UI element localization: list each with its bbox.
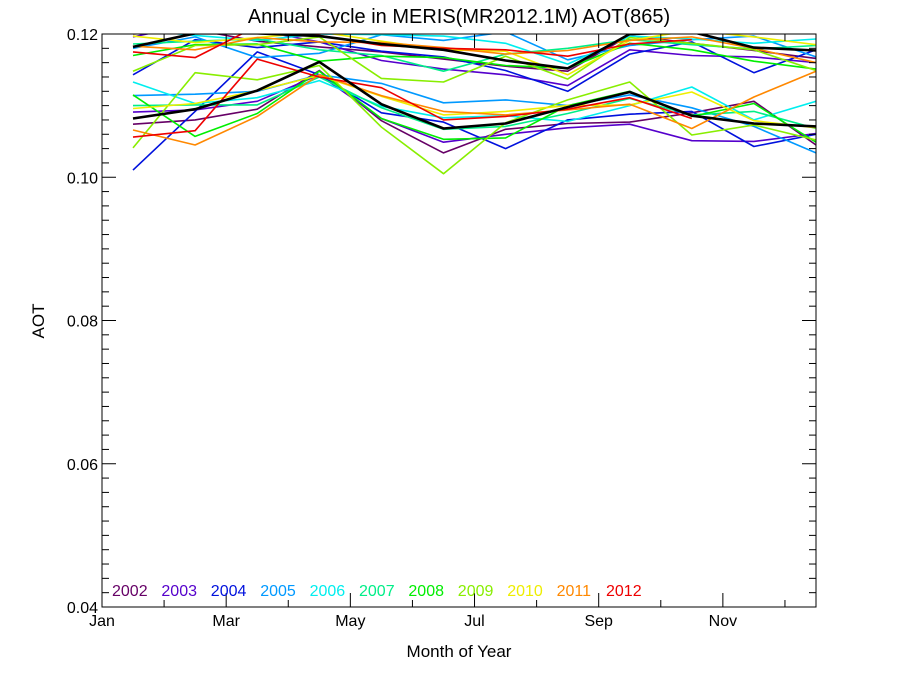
series-2009-line-15 bbox=[132, 64, 816, 175]
legend-entry-2008: 2008 bbox=[408, 583, 444, 600]
series-2012-line-21 bbox=[132, 58, 693, 138]
legend-entry-2010: 2010 bbox=[507, 583, 543, 600]
black-reference-line-23 bbox=[132, 60, 816, 130]
legend-entry-2012: 2012 bbox=[606, 583, 642, 600]
series-lines bbox=[132, 34, 816, 175]
chart-title: Annual Cycle in MERIS(MR2012.1M) AOT(865… bbox=[248, 6, 670, 28]
y-tick-label: 0.06 bbox=[67, 457, 98, 474]
x-tick-label: May bbox=[335, 613, 365, 630]
x-tick-label: Jul bbox=[464, 613, 484, 630]
series-2003-line-2 bbox=[132, 34, 816, 87]
legend-entry-2011: 2011 bbox=[557, 583, 592, 600]
series-2011-line-19 bbox=[132, 70, 816, 146]
legend-entry-2007: 2007 bbox=[359, 583, 395, 600]
x-tick-label: Mar bbox=[212, 613, 240, 630]
y-tick-label: 0.10 bbox=[67, 170, 98, 187]
x-tick-label: Nov bbox=[709, 613, 737, 630]
series-2006-line-9 bbox=[132, 79, 816, 123]
series-2005-line-7 bbox=[132, 74, 816, 154]
x-tick-label: Jan bbox=[89, 613, 115, 630]
legend-entry-2003: 2003 bbox=[161, 583, 197, 600]
legend-entry-2002: 2002 bbox=[112, 583, 148, 600]
x-axis-label: Month of Year bbox=[407, 642, 512, 661]
y-tick-label: 0.04 bbox=[67, 600, 98, 617]
series-2011-line-18 bbox=[132, 36, 816, 64]
legend-entry-2006: 2006 bbox=[310, 583, 346, 600]
legend-entry-2005: 2005 bbox=[260, 583, 296, 600]
series-2004-line-4 bbox=[132, 38, 816, 93]
legend-entry-2009: 2009 bbox=[458, 583, 494, 600]
series-2008-line-13 bbox=[132, 70, 816, 143]
series-2009-line-14 bbox=[132, 36, 816, 83]
black-reference-line-22 bbox=[132, 34, 816, 70]
legend: 2002 2003 2004 2005 2006 2007 2008 2009 2010 2011… bbox=[112, 583, 642, 600]
axes: Jan Mar May Jul Sep Nov 0.04 0.06 0.08 0.10 0.12 bbox=[67, 27, 817, 630]
y-tick-label: 0.08 bbox=[67, 314, 98, 331]
x-tick-label: Sep bbox=[584, 613, 613, 630]
y-axis-label: AOT bbox=[29, 304, 48, 339]
y-tick-label: 0.12 bbox=[67, 27, 98, 44]
legend-entry-2004: 2004 bbox=[211, 583, 247, 600]
